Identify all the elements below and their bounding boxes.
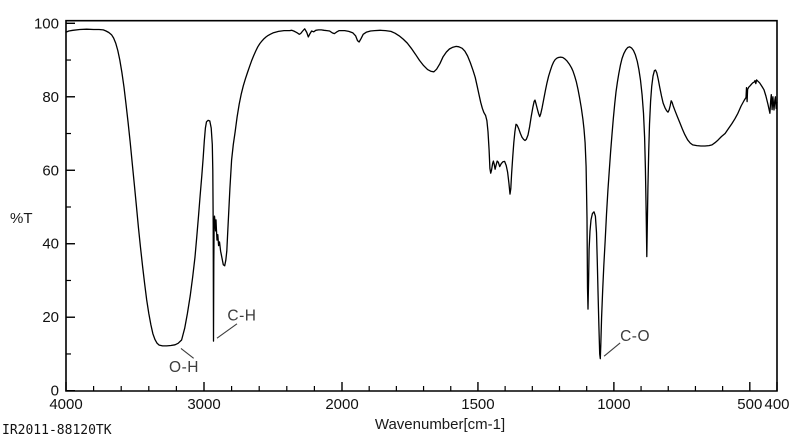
x-tick-label: 3000 xyxy=(187,396,220,413)
plot-border xyxy=(65,19,778,392)
x-tick-label: 500 xyxy=(737,396,762,413)
annotation-label-o-h: O-H xyxy=(169,359,199,376)
annotation-leader-c-o xyxy=(603,342,621,357)
annotation-leader-c-h xyxy=(216,323,238,339)
spectrum-id-label: IR2011-88120TK xyxy=(2,423,112,438)
y-tick-label: 100 xyxy=(34,15,59,32)
x-tick-label: 1500 xyxy=(461,396,494,413)
x-tick-label: 2000 xyxy=(325,396,358,413)
y-axis-title: %T xyxy=(10,210,33,227)
annotation-leader-o-h xyxy=(180,348,194,359)
spectrum-curve xyxy=(65,28,778,360)
x-axis-title: Wavenumber[cm-1] xyxy=(374,416,506,433)
annotation-label-c-o: C-O xyxy=(620,328,650,345)
x-tick-label: 1000 xyxy=(597,396,630,413)
y-tick-label: 40 xyxy=(42,236,59,253)
x-tick-label: 4000 xyxy=(49,396,82,413)
y-tick-label: 20 xyxy=(42,309,59,326)
y-tick-label: 60 xyxy=(42,162,59,179)
y-tick-label: 0 xyxy=(51,383,59,400)
annotation-label-c-h: C-H xyxy=(227,307,256,324)
y-tick-label: 80 xyxy=(42,89,59,106)
x-tick-label: 400 xyxy=(764,396,789,413)
